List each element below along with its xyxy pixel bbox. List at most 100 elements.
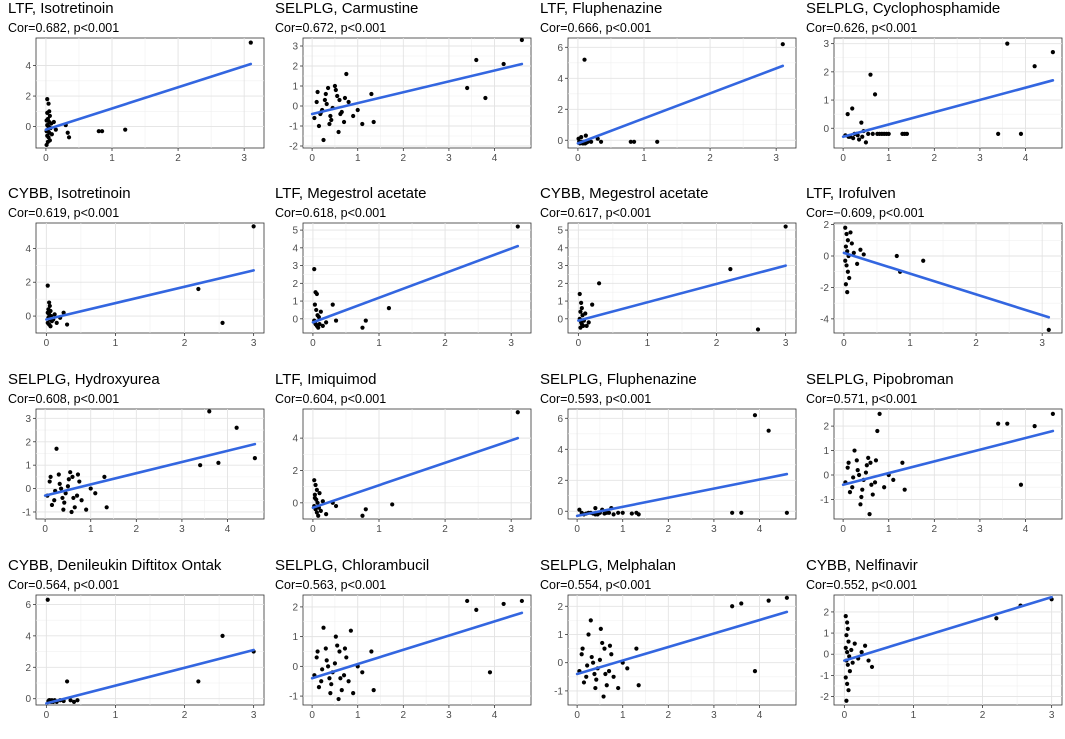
data-point [68, 698, 73, 703]
data-point [329, 682, 334, 687]
data-point [312, 267, 317, 272]
y-tick-label: -1 [820, 671, 829, 682]
data-point [586, 320, 591, 325]
panel-title: SELPLG, Carmustine [275, 0, 419, 17]
data-layer [45, 597, 256, 705]
data-point [320, 667, 325, 672]
data-point [324, 658, 329, 663]
x-tick-label: 4 [757, 710, 763, 721]
data-point [996, 131, 1001, 136]
data-point [631, 139, 637, 144]
x-tick-label: 3 [711, 710, 717, 721]
panel-title: CYBB, Megestrol acetate [540, 185, 709, 202]
data-point [845, 681, 850, 686]
panel-selplg-pipobroman: SELPLG, Pipobroman Cor=0.571, p<0.001 0 1 2 3… [806, 371, 1065, 553]
data-point [607, 643, 613, 648]
data-point [62, 500, 67, 505]
y-tick-label: -2 [289, 142, 298, 153]
data-point [45, 110, 50, 115]
data-point [900, 460, 905, 465]
data-layer [843, 595, 1054, 703]
data-point [584, 674, 589, 679]
panel-title: CYBB, Nelfinavir [806, 557, 918, 574]
data-point [51, 119, 56, 125]
data-point [593, 685, 598, 691]
x-tick-label: 2 [973, 338, 979, 349]
x-tick-label: 1 [620, 524, 626, 535]
regression-line [842, 251, 1051, 319]
data-point [316, 325, 321, 330]
data-point [313, 482, 318, 488]
data-point [845, 112, 850, 117]
y-tick-label: 0 [557, 507, 563, 518]
panel-correlation-label: Cor=0.626, p<0.001 [806, 21, 918, 35]
data-point [79, 498, 84, 503]
data-point [369, 91, 374, 97]
x-tick-label: 0 [574, 524, 580, 535]
plot-area [35, 37, 265, 149]
x-tick-label: 3 [783, 338, 789, 349]
y-tick-label: 3 [823, 39, 829, 50]
x-tick-label: 0 [309, 710, 315, 721]
data-point [68, 470, 73, 475]
data-point [846, 460, 851, 465]
data-point [860, 487, 865, 492]
data-point [325, 664, 331, 669]
x-tick-label: 2 [714, 338, 720, 349]
panel-correlation-label: Cor=0.604, p<0.001 [275, 392, 387, 406]
panel-ltf-isotretinoin: LTF, Isotretinoin Cor=0.682, p<0.001 0 1 2 3 0… [8, 0, 274, 182]
data-point [863, 470, 869, 475]
data-point [336, 696, 341, 702]
data-point [866, 131, 871, 136]
data-point [319, 679, 324, 684]
data-point [474, 607, 479, 612]
data-point [843, 258, 848, 263]
y-tick-label: 2 [557, 105, 563, 116]
data-layer [310, 37, 524, 143]
data-point [996, 421, 1001, 426]
data-point [882, 485, 887, 490]
y-tick-label: 2 [557, 476, 563, 487]
data-point [600, 640, 605, 646]
data-point [598, 626, 603, 631]
data-point [317, 322, 322, 327]
x-tick-label: 2 [442, 338, 448, 349]
data-point [71, 495, 76, 501]
data-point [847, 490, 853, 495]
panel-selplg-carmustine: SELPLG, Carmustine Cor=0.672, p<0.001 0 1 2 3… [275, 0, 541, 182]
data-point [620, 510, 625, 515]
data-point [784, 595, 789, 600]
x-tick-label: 1 [645, 338, 651, 349]
data-point [338, 676, 343, 681]
data-point [602, 646, 607, 651]
x-tick-label: 2 [442, 524, 448, 535]
data-point [315, 500, 320, 505]
y-tick-label: 2 [823, 220, 829, 231]
data-point [636, 683, 641, 688]
data-layer [44, 40, 253, 148]
data-point [333, 503, 339, 509]
data-point [315, 89, 320, 95]
data-layer [842, 225, 1051, 332]
y-tick-label: 1 [557, 297, 563, 308]
data-point [843, 282, 848, 287]
data-point [752, 413, 758, 418]
panel-selplg-hydroxyurea: SELPLG, Hydroxyurea Cor=0.608, p<0.001 0 1 2… [8, 371, 274, 553]
y-tick-label: 0 [557, 658, 563, 669]
y-tick-label: 2 [25, 278, 31, 289]
data-point [580, 646, 585, 651]
data-point [53, 127, 58, 132]
y-tick-label: 5 [557, 226, 563, 237]
x-tick-label: 1 [113, 710, 119, 721]
data-point [1005, 421, 1010, 426]
scatter-plot: 0 1 2 3 0 2 4 [25, 37, 265, 164]
x-tick-label: 2 [175, 153, 181, 164]
y-tick-label: 4 [292, 243, 298, 254]
data-point [47, 303, 52, 309]
data-point [858, 247, 863, 252]
data-point [849, 241, 854, 246]
data-point [251, 224, 256, 229]
y-tick-label: 0 [823, 252, 829, 263]
data-point [48, 324, 53, 329]
panel-title: SELPLG, Cyclophosphamide [806, 0, 1001, 17]
